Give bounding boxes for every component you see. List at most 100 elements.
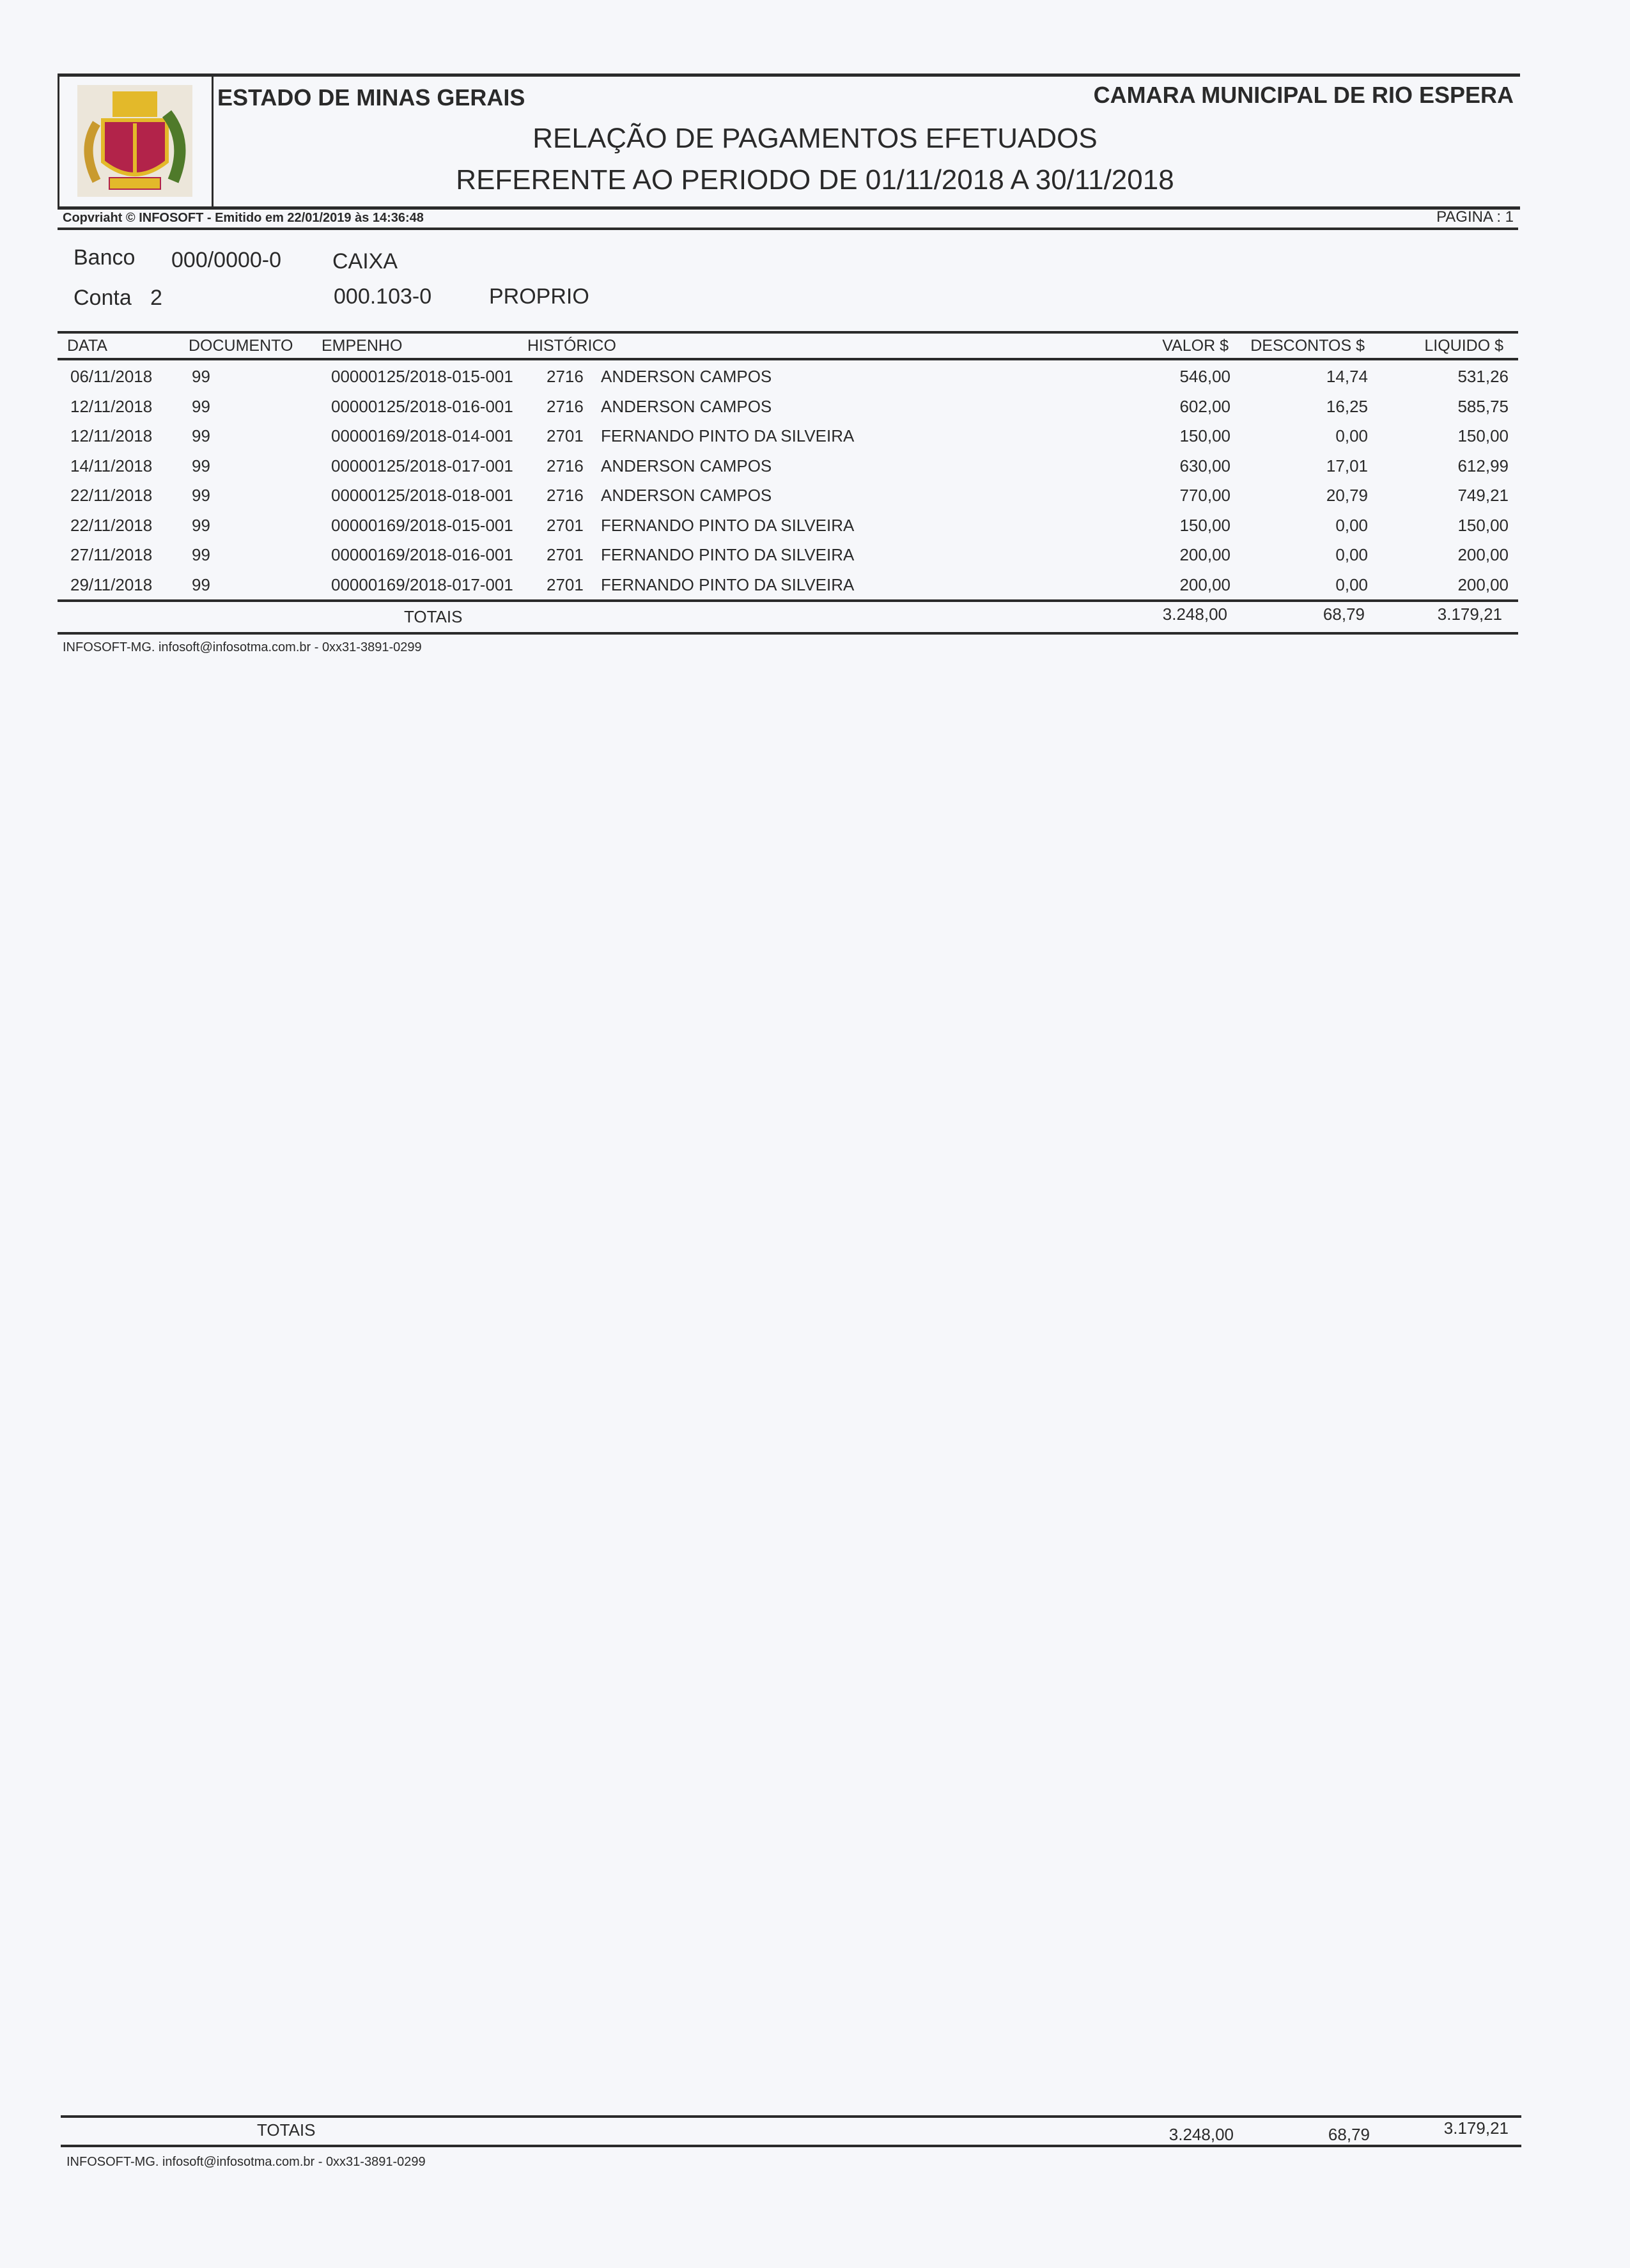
col-header-data: DATA	[67, 337, 107, 355]
banco-label: Banco	[74, 245, 136, 270]
cell-valor: 150,00	[1179, 426, 1230, 445]
footer-contact-bottom: INFOSOFT-MG. infosoft@infosotma.com.br -…	[66, 2155, 426, 2169]
totals-top-rule	[58, 599, 1518, 602]
cell-valor: 150,00	[1179, 515, 1230, 535]
coat-of-arms-logo	[77, 85, 192, 197]
cell-doc: 99	[192, 367, 210, 386]
footer-totals-liquido: 3.179,21	[1443, 2118, 1509, 2138]
col-header-descontos: DESCONTOS $	[1250, 337, 1365, 355]
cell-desc: 17,01	[1326, 456, 1368, 475]
cell-cod: 2716	[547, 456, 584, 475]
entity-name: CAMARA MUNICIPAL DE RIO ESPERA	[1093, 82, 1514, 108]
cell-empenho: 00000169/2018-015-001	[331, 515, 513, 535]
cell-liq: 585,75	[1457, 396, 1509, 416]
cell-desc: 0,00	[1335, 515, 1368, 535]
cell-hist: ANDERSON CAMPOS	[601, 456, 772, 475]
cell-doc: 99	[192, 396, 210, 416]
cell-valor: 200,00	[1179, 575, 1230, 594]
cell-empenho: 00000125/2018-017-001	[331, 456, 513, 475]
footer-totals-valor: 3.248,00	[1168, 2125, 1234, 2144]
table-header-rule	[58, 358, 1518, 360]
banco-name: CAIXA	[332, 249, 398, 274]
cell-desc: 16,25	[1326, 396, 1368, 416]
cell-cod: 2701	[547, 515, 584, 535]
cell-data: 06/11/2018	[70, 367, 153, 386]
cell-hist: FERNANDO PINTO DA SILVEIRA	[601, 426, 855, 445]
report-title: RELAÇÃO DE PAGAMENTOS EFETUADOS	[532, 123, 1098, 154]
cell-liq: 150,00	[1457, 426, 1509, 445]
divider	[58, 228, 1518, 230]
footer-totals-descontos: 68,79	[1328, 2125, 1370, 2144]
cell-cod: 2716	[547, 367, 584, 386]
col-header-documento: DOCUMENTO	[189, 337, 293, 355]
cell-valor: 630,00	[1179, 456, 1230, 475]
cell-doc: 99	[192, 426, 210, 445]
totals-valor: 3.248,00	[1162, 605, 1227, 624]
cell-valor: 200,00	[1179, 545, 1230, 564]
cell-hist: FERNANDO PINTO DA SILVEIRA	[601, 575, 855, 594]
cell-hist: FERNANDO PINTO DA SILVEIRA	[601, 515, 855, 535]
cell-empenho: 00000169/2018-017-001	[331, 575, 513, 594]
totals-label: TOTAIS	[404, 607, 463, 626]
cell-data: 22/11/2018	[70, 486, 153, 505]
banco-code: 000/0000-0	[171, 248, 282, 272]
cell-cod: 2701	[547, 575, 584, 594]
cell-valor: 770,00	[1179, 486, 1230, 505]
conta-code: 000.103-0	[334, 284, 432, 309]
cell-liq: 612,99	[1457, 456, 1509, 475]
totals-descontos: 68,79	[1323, 605, 1365, 624]
footer-bottom-rule	[61, 2145, 1521, 2147]
cell-data: 22/11/2018	[70, 515, 153, 535]
footer-contact: INFOSOFT-MG. infosoft@infosotma.com.br -…	[63, 640, 422, 654]
col-header-historico: HISTÓRICO	[527, 337, 616, 355]
cell-empenho: 00000125/2018-018-001	[331, 486, 513, 505]
cell-data: 27/11/2018	[70, 545, 153, 564]
conta-number: 2	[150, 286, 162, 310]
logo-cell	[59, 77, 213, 206]
cell-cod: 2716	[547, 486, 584, 505]
footer-top-rule	[61, 2115, 1521, 2118]
col-header-valor: VALOR $	[1162, 337, 1229, 355]
cell-hist: ANDERSON CAMPOS	[601, 367, 772, 386]
cell-liq: 150,00	[1457, 515, 1509, 535]
table-top-rule	[58, 331, 1518, 334]
cell-cod: 2716	[547, 396, 584, 416]
cell-valor: 602,00	[1179, 396, 1230, 416]
cell-data: 29/11/2018	[70, 575, 153, 594]
conta-label: Conta	[74, 286, 132, 310]
cell-data: 12/11/2018	[70, 426, 153, 445]
cell-desc: 0,00	[1335, 545, 1368, 564]
cell-valor: 546,00	[1179, 367, 1230, 386]
cell-hist: ANDERSON CAMPOS	[601, 396, 772, 416]
state-name: ESTADO DE MINAS GERAIS	[217, 84, 525, 111]
cell-liq: 200,00	[1457, 575, 1509, 594]
copyright-text: Copvriaht © INFOSOFT - Emitido em 22/01/…	[63, 211, 424, 225]
cell-liq: 200,00	[1457, 545, 1509, 564]
cell-liq: 531,26	[1457, 367, 1509, 386]
cell-desc: 0,00	[1335, 575, 1368, 594]
cell-doc: 99	[192, 456, 210, 475]
report-header	[58, 73, 1520, 210]
col-header-empenho: EMPENHO	[322, 337, 403, 355]
conta-type: PROPRIO	[489, 284, 589, 309]
cell-doc: 99	[192, 515, 210, 535]
cell-doc: 99	[192, 545, 210, 564]
totals-bottom-rule	[58, 632, 1518, 635]
cell-hist: FERNANDO PINTO DA SILVEIRA	[601, 545, 855, 564]
cell-doc: 99	[192, 486, 210, 505]
cell-cod: 2701	[547, 545, 584, 564]
page-number: PAGINA : 1	[1436, 208, 1514, 226]
report-period: REFERENTE AO PERIODO DE 01/11/2018 A 30/…	[456, 164, 1174, 196]
cell-desc: 0,00	[1335, 426, 1368, 445]
cell-hist: ANDERSON CAMPOS	[601, 486, 772, 505]
cell-desc: 20,79	[1326, 486, 1368, 505]
col-header-liquido: LIQUIDO $	[1424, 337, 1503, 355]
totals-liquido: 3.179,21	[1437, 605, 1502, 624]
cell-empenho: 00000169/2018-014-001	[331, 426, 513, 445]
cell-liq: 749,21	[1457, 486, 1509, 505]
cell-doc: 99	[192, 575, 210, 594]
cell-data: 12/11/2018	[70, 396, 153, 416]
cell-desc: 14,74	[1326, 367, 1368, 386]
cell-empenho: 00000125/2018-015-001	[331, 367, 513, 386]
cell-cod: 2701	[547, 426, 584, 445]
